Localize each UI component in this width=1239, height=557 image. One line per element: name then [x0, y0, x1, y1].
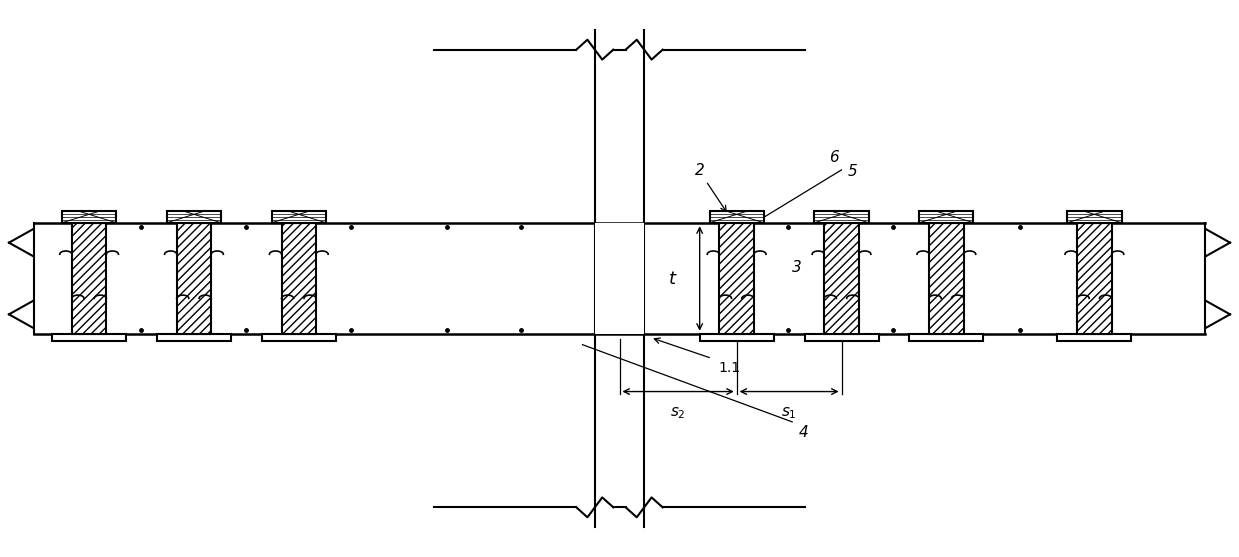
Bar	[281, 223, 316, 334]
Text: $s_1$: $s_1$	[782, 405, 797, 421]
Bar	[710, 211, 763, 223]
Bar	[929, 223, 964, 334]
Bar	[281, 223, 316, 334]
Bar	[804, 334, 878, 341]
Bar	[720, 223, 755, 334]
Text: 1.1: 1.1	[719, 361, 740, 375]
Bar	[595, 223, 644, 334]
Bar	[700, 334, 773, 341]
Text: $t$: $t$	[668, 270, 678, 287]
Text: 5: 5	[847, 164, 857, 179]
Bar	[177, 223, 211, 334]
Bar	[62, 211, 116, 223]
Bar	[720, 223, 755, 334]
Bar	[271, 211, 326, 223]
Bar	[814, 211, 869, 223]
Bar	[72, 223, 107, 334]
Bar	[177, 223, 211, 334]
Bar	[919, 211, 974, 223]
Bar	[824, 223, 859, 334]
Bar	[1057, 334, 1131, 341]
Bar	[261, 334, 336, 341]
Text: 3: 3	[792, 260, 802, 275]
Bar	[1077, 223, 1111, 334]
Bar	[72, 223, 107, 334]
Text: $s_2$: $s_2$	[670, 405, 686, 421]
Bar	[167, 211, 221, 223]
Text: 4: 4	[798, 424, 808, 439]
Text: 6: 6	[829, 150, 839, 165]
Bar	[1067, 211, 1121, 223]
Bar	[52, 334, 126, 341]
Bar	[824, 223, 859, 334]
Bar	[909, 334, 984, 341]
Bar	[157, 334, 230, 341]
Bar	[1077, 223, 1111, 334]
Text: 2: 2	[695, 163, 705, 178]
Bar	[929, 223, 964, 334]
